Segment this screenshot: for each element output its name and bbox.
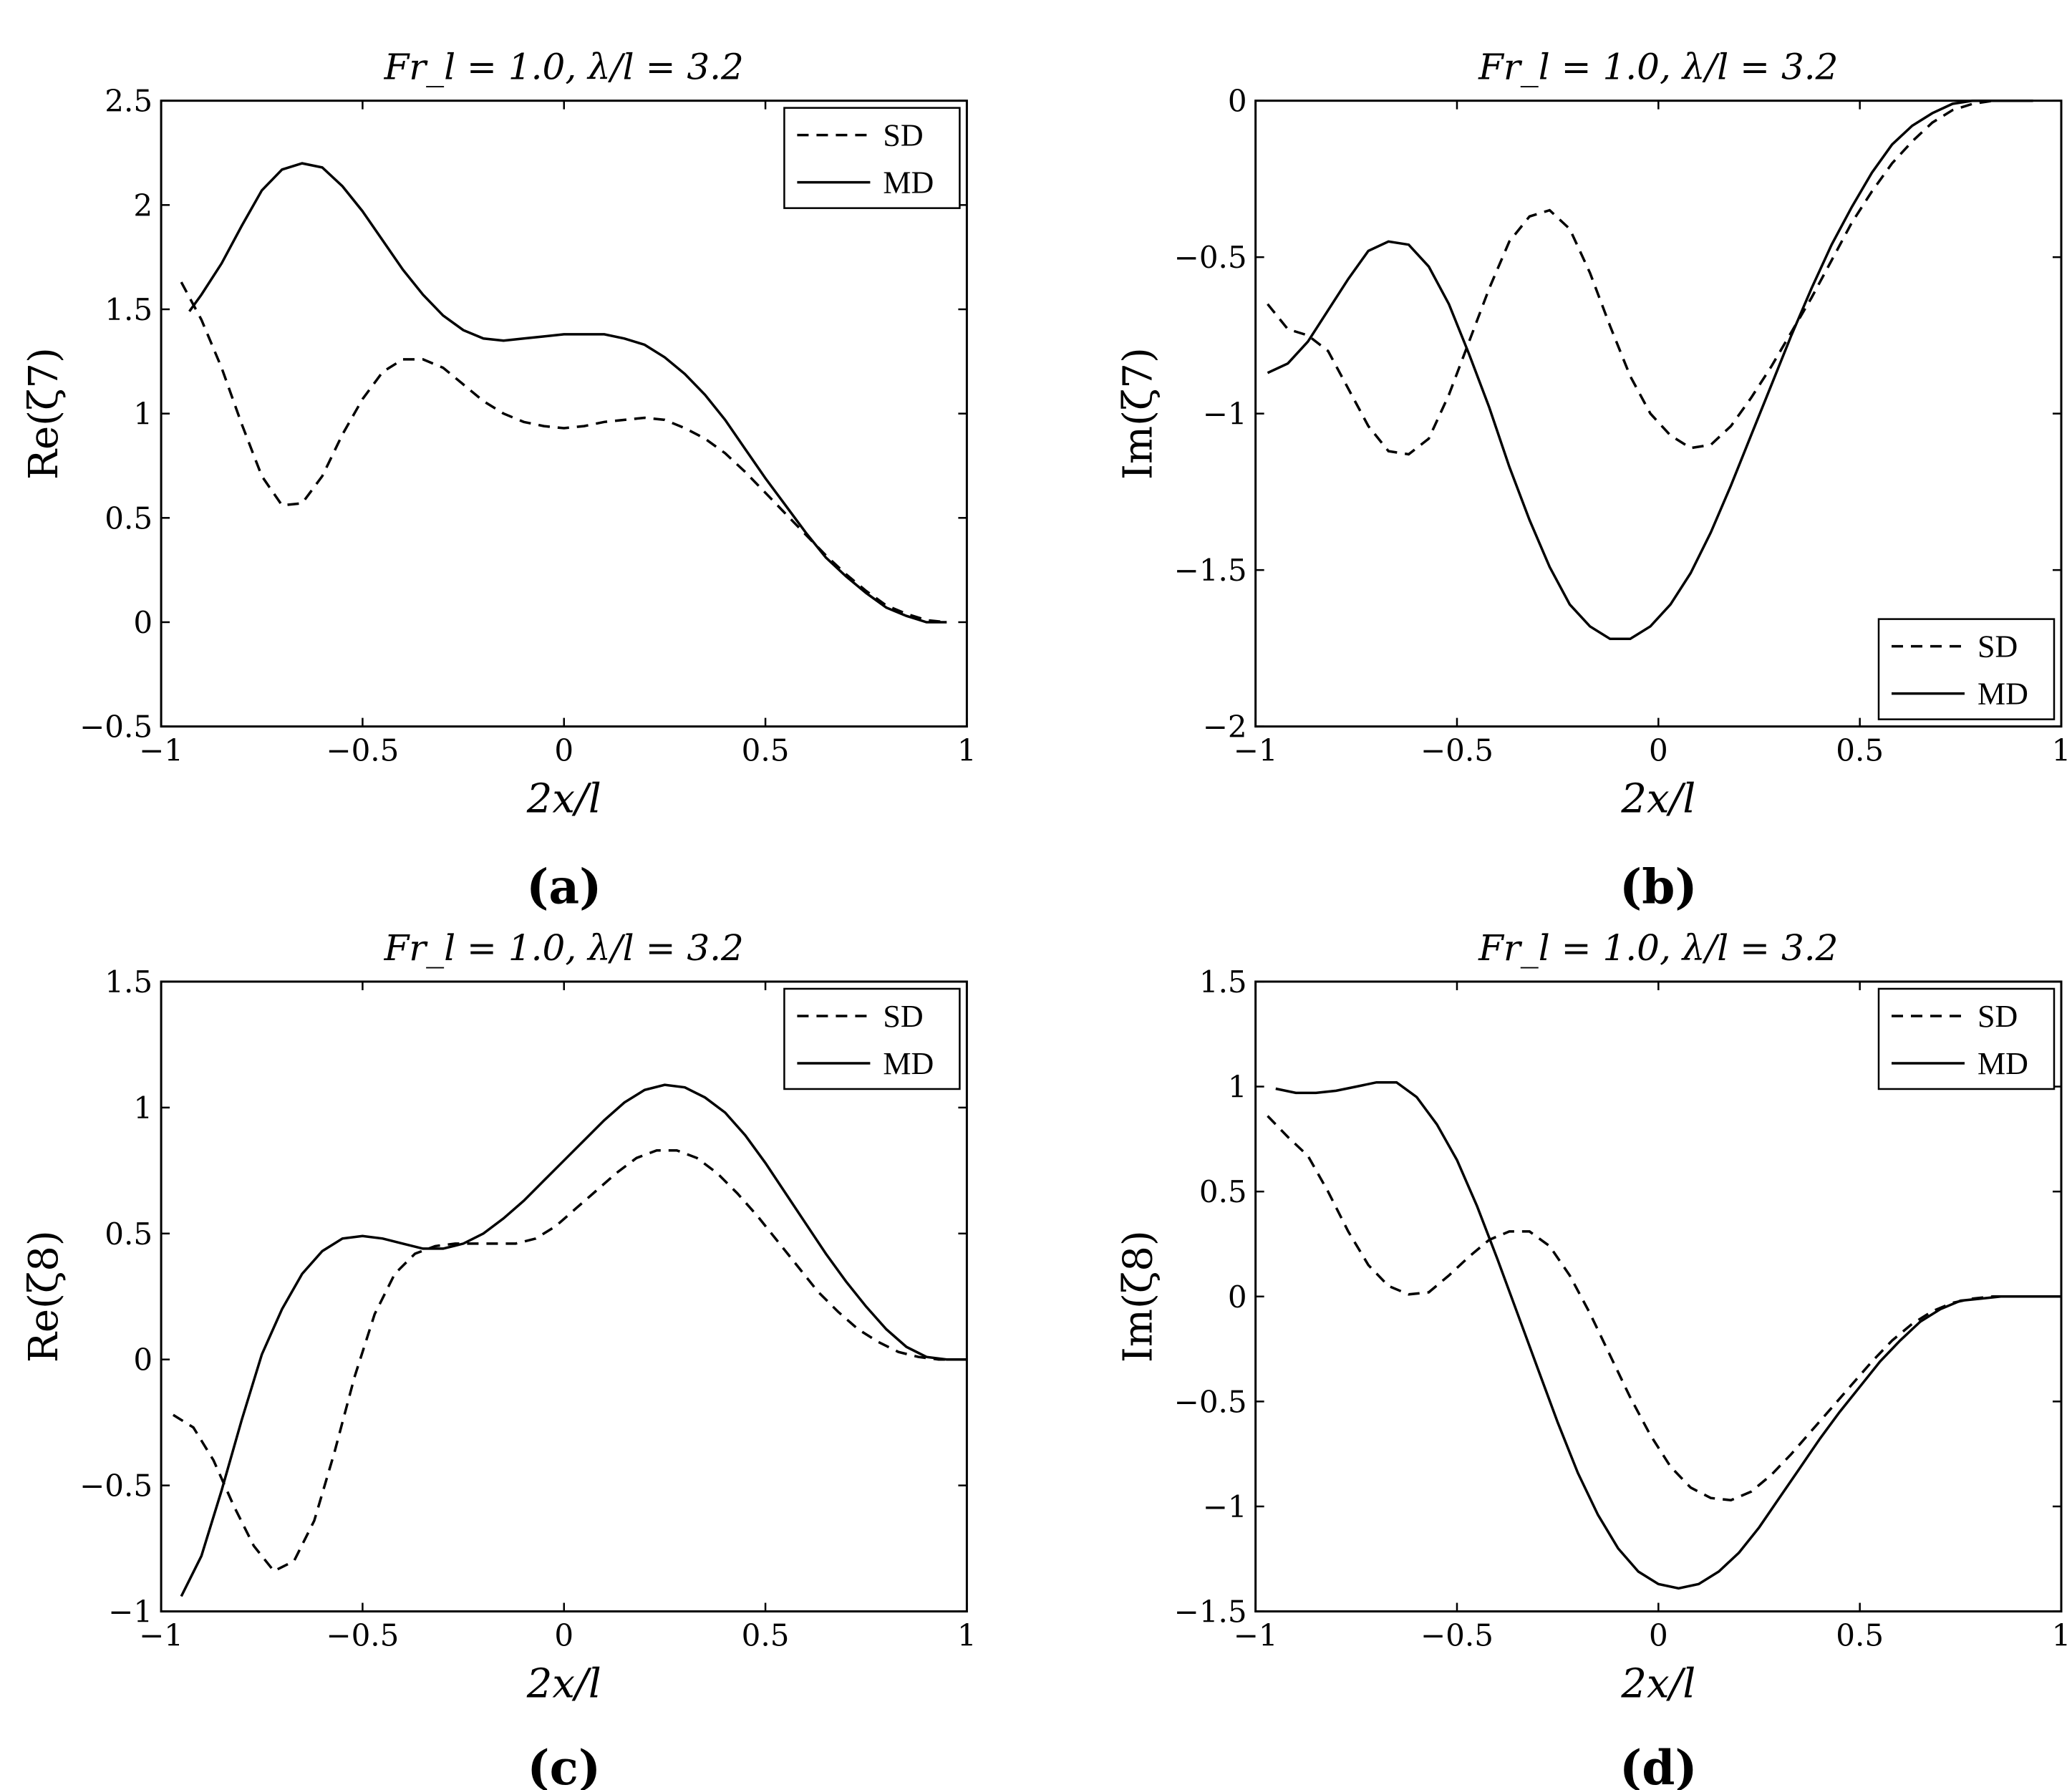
series-line-sd [172, 1148, 959, 1573]
y-tick-label: 0 [133, 605, 153, 640]
series-line-md [188, 162, 947, 624]
x-tick-label: 0.5 [1836, 733, 1884, 768]
legend-label-md: MD [883, 165, 934, 200]
y-tick-label: −1.5 [1174, 553, 1247, 588]
legend: SD MD [1877, 987, 2056, 1090]
panel-label: (d) [1620, 1740, 1698, 1790]
x-tick-label: 1 [2052, 733, 2071, 768]
y-tick-label: 0.5 [105, 500, 153, 536]
y-tick-label: 0 [1228, 1279, 1247, 1315]
x-tick-label: 1 [957, 733, 977, 768]
series-line-md [1275, 1080, 2061, 1590]
x-tick-label: −0.5 [1420, 1618, 1494, 1653]
x-axis-label: 2x/l [526, 776, 601, 823]
legend-label-sd: SD [1977, 629, 2018, 664]
y-tick-label: 0.5 [105, 1216, 153, 1252]
y-tick-label: 1 [133, 397, 153, 432]
x-tick-label: −1 [139, 1618, 183, 1653]
chart-title: Fr_l = 1.0, λ/l = 3.2 [1478, 927, 1838, 969]
y-tick-label: 2 [133, 188, 153, 223]
y-tick-label: 1.5 [105, 292, 153, 327]
x-tick-label: −1 [1234, 1618, 1278, 1653]
x-tick-label: 0 [1649, 1618, 1668, 1653]
y-tick-label: −1.5 [1174, 1595, 1247, 1630]
x-tick-label: −0.5 [326, 733, 399, 768]
x-tick-label: −0.5 [1420, 733, 1494, 768]
x-axis-label: 2x/l [1620, 1661, 1695, 1708]
y-tick-label: 0.5 [1199, 1174, 1247, 1209]
x-tick-label: 0 [1649, 733, 1668, 768]
panel-label: (a) [526, 859, 601, 915]
x-axis-label: 2x/l [1620, 776, 1695, 823]
legend-box [1877, 618, 2056, 720]
legend-box [783, 107, 961, 209]
y-tick-label: −2 [1203, 710, 1247, 745]
y-tick-label: 1 [133, 1090, 153, 1126]
chart-title: Fr_l = 1.0, λ/l = 3.2 [384, 927, 744, 969]
legend-label-md: MD [883, 1046, 934, 1081]
panel-c: −1 −0.5 0 0.5 1 −1 −0.5 0 0.5 1 1.5 Fr_l = 1.0, λ/l… [21, 927, 977, 1790]
panel-label: (b) [1620, 859, 1698, 915]
legend-label-sd: SD [1977, 999, 2018, 1034]
x-tick-label: 0.5 [742, 1618, 790, 1653]
legend-box [1877, 987, 2056, 1090]
legend-label-md: MD [1977, 1046, 2028, 1081]
panel-d: −1 −0.5 0 0.5 1−1.5−1−0.500.511.5Fr_l = 1.0,… [1115, 927, 2071, 1790]
x-tick-label: 0 [554, 733, 573, 768]
x-tick-label: −1 [1234, 733, 1278, 768]
legend: SD MD [1877, 618, 2056, 720]
x-tick-label: 1 [2052, 1618, 2071, 1653]
y-tick-label: 0 [133, 1342, 153, 1378]
y-tick-label: −0.5 [79, 710, 153, 745]
chart-title: Fr_l = 1.0, λ/l = 3.2 [384, 47, 744, 88]
y-axis-label: Im(ζ7) [1115, 347, 1162, 480]
x-tick-label: 0.5 [1836, 1618, 1884, 1653]
x-tick-label: −0.5 [326, 1618, 399, 1653]
y-tick-label: 2.5 [105, 84, 153, 119]
series-line-md [1267, 99, 2033, 641]
x-tick-label: 0.5 [742, 733, 790, 768]
y-tick-label: −1 [108, 1595, 153, 1630]
chart-title: Fr_l = 1.0, λ/l = 3.2 [1478, 47, 1838, 88]
y-tick-label: −0.5 [1174, 240, 1247, 275]
y-axis-label: Re(ζ7) [21, 347, 67, 480]
x-axis-label: 2x/l [526, 1661, 601, 1708]
y-tick-label: −0.5 [79, 1469, 153, 1504]
legend: SD MD [783, 107, 961, 209]
y-axis-label: Im(ζ8) [1115, 1230, 1162, 1363]
y-tick-label: 0 [1228, 84, 1247, 119]
legend-label-md: MD [1977, 677, 2028, 712]
legend: SD MD [783, 987, 961, 1090]
y-tick-label: −0.5 [1174, 1384, 1247, 1419]
series-line-md [180, 1083, 967, 1597]
panel-label: (c) [527, 1740, 601, 1790]
x-tick-label: −1 [139, 733, 183, 768]
y-tick-label: −1 [1203, 1489, 1247, 1524]
legend-label-sd: SD [883, 118, 923, 153]
panel-b: −1 −0.5 0 0.5 1 −2 −1.5 −1 −0.5 0 Fr_l = 1.0, λ/l … [1115, 47, 2071, 915]
legend-label-sd: SD [883, 999, 923, 1034]
y-tick-label: 1.5 [105, 964, 153, 1000]
y-tick-label: 1.5 [1199, 964, 1247, 1000]
series-line-sd [1267, 99, 2033, 456]
y-axis-label: Re(ζ8) [21, 1230, 67, 1363]
x-tick-label: 1 [957, 1618, 977, 1653]
legend-box [783, 987, 961, 1090]
y-tick-label: −1 [1203, 397, 1247, 432]
x-tick-label: 0 [554, 1618, 573, 1653]
series-line-sd [1267, 1115, 2053, 1501]
y-tick-label: 1 [1228, 1070, 1247, 1105]
panel-a: −1 −0.5 0 0.5 1−0.500.511.522.5Fr_l = 1.0, λ… [21, 47, 977, 915]
